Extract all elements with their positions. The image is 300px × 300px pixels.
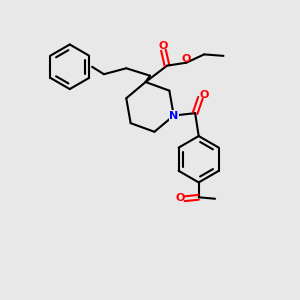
Text: O: O (200, 90, 209, 100)
Text: O: O (175, 193, 185, 203)
Text: N: N (169, 110, 178, 121)
Text: O: O (182, 54, 191, 64)
Text: O: O (159, 41, 168, 51)
